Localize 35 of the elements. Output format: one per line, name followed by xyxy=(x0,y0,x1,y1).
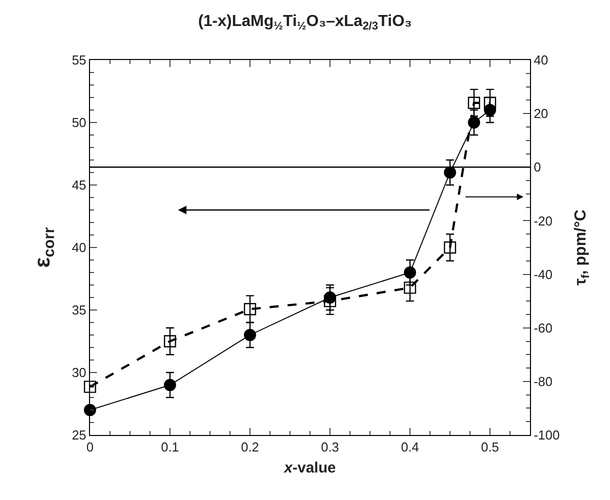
x-tick-label: 0.3 xyxy=(320,440,340,455)
point xyxy=(84,404,96,416)
y2-tick-label: -40 xyxy=(534,266,552,282)
y2-tick-label: -60 xyxy=(534,320,552,336)
y2-tick-label: 0 xyxy=(534,160,541,175)
point xyxy=(444,166,456,179)
x-tick-label: 0.5 xyxy=(480,440,500,455)
y2-tick-label: -80 xyxy=(534,374,552,389)
point xyxy=(244,328,256,342)
y2-tick-label: 40 xyxy=(534,52,548,68)
x-tick-label: 0.4 xyxy=(400,440,420,455)
y2-tick-label: -100 xyxy=(534,428,560,443)
x-tick-label: 0.1 xyxy=(160,440,180,455)
point xyxy=(324,294,336,308)
point xyxy=(164,378,176,392)
point xyxy=(84,380,96,393)
point xyxy=(404,282,416,294)
y-tick-label: 25 xyxy=(72,428,86,443)
y-tick-label: 50 xyxy=(72,115,86,130)
y-tick-label: 40 xyxy=(72,240,86,256)
x-tick-label: 0 xyxy=(86,440,94,455)
point xyxy=(244,303,256,316)
point xyxy=(164,335,176,348)
y-tick-label: 45 xyxy=(72,178,86,193)
point xyxy=(484,96,496,109)
y-tick-label: 35 xyxy=(72,302,86,318)
x-tick-label: 0.2 xyxy=(240,440,260,455)
y-tick-label: 30 xyxy=(72,365,86,380)
point xyxy=(444,241,456,254)
y2-tick-label: -20 xyxy=(534,213,552,228)
x-axis-title: x-value xyxy=(283,460,336,477)
y-tick-label: 55 xyxy=(72,52,86,68)
chart-title: (1-x)LaMg$_{½}$Ti$_{½}$O₃–xLa$_{2/3}$TiO₃ xyxy=(198,13,412,33)
y2-tick-label: 20 xyxy=(534,106,548,122)
point xyxy=(468,96,480,109)
